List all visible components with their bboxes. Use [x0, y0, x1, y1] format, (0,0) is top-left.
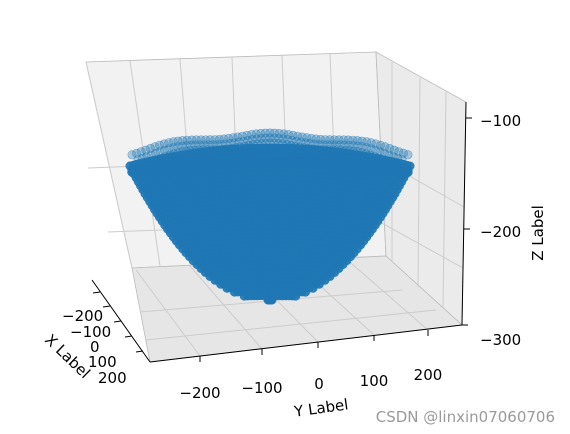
data-point [159, 139, 169, 149]
x-tick-label: 100 [88, 353, 117, 371]
data-point [329, 135, 339, 145]
data-point [403, 150, 413, 160]
data-point [334, 135, 344, 145]
grid-line [145, 309, 437, 341]
data-point [201, 135, 211, 145]
data-point [214, 134, 224, 144]
tick-marks [92, 117, 472, 362]
y-axis-label: Y Label [292, 395, 349, 421]
x-tick-label: 0 [90, 338, 100, 356]
data-point [314, 279, 324, 289]
data-point [403, 167, 413, 177]
y-tick-label: −100 [241, 379, 282, 397]
grid-line [135, 269, 201, 357]
data-point [325, 135, 335, 145]
z-tick-label: −100 [480, 112, 521, 130]
data-point [196, 135, 206, 145]
data-point [205, 135, 215, 145]
z-axis-label: Z Label [529, 205, 547, 261]
data-point [267, 295, 277, 305]
scatter-points [125, 128, 415, 305]
z-tick-label: −300 [480, 331, 521, 349]
y-tick-label: −200 [179, 384, 220, 402]
data-point [219, 134, 229, 144]
data-point [306, 133, 316, 143]
tick-mark [124, 335, 133, 338]
tick-mark [102, 305, 111, 308]
grid-line [189, 265, 263, 350]
grid-line [417, 77, 421, 288]
x-tick-label: −100 [70, 323, 111, 341]
tick-mark [92, 291, 101, 294]
data-point [308, 283, 318, 293]
y-tick-label: 0 [314, 375, 324, 393]
data-point [320, 135, 330, 145]
z-axis-line [461, 101, 467, 326]
tick-mark [135, 350, 144, 353]
grid-line [379, 221, 464, 269]
tick-mark [113, 320, 122, 323]
data-point [210, 135, 220, 145]
y-tick-label: 100 [360, 372, 389, 390]
data-point [300, 287, 310, 297]
x-tick-label: −200 [62, 307, 103, 325]
grid-line [85, 61, 133, 269]
data-point [316, 134, 326, 144]
y-axis-line [149, 324, 463, 363]
y-tick-label: 200 [414, 366, 443, 384]
watermark: CSDN @linxin07060706 [376, 408, 555, 426]
data-point [291, 291, 301, 301]
grid-line [344, 257, 429, 331]
z-tick-label: −200 [480, 223, 521, 241]
data-point [311, 134, 321, 144]
grid-line [442, 91, 447, 309]
x-tick-label: 200 [98, 369, 127, 387]
data-point [224, 133, 234, 143]
